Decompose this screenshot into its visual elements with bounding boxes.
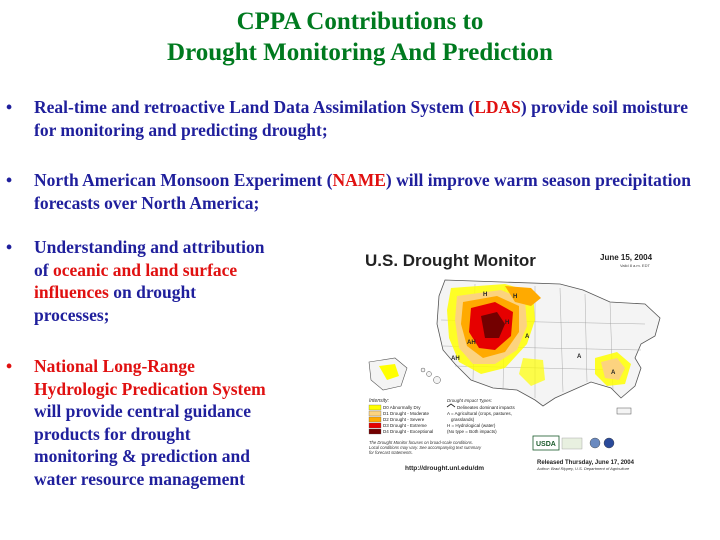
impact-labels: H H H AH A A A AH — [451, 292, 616, 376]
title-line-1: CPPA Contributions to — [236, 8, 484, 35]
svg-text:H: H — [483, 292, 487, 298]
title-line-2: Drought Monitoring And Prediction — [167, 39, 553, 66]
legend-impact-2: grasslands) — [451, 417, 475, 422]
bullet-attribution: • Understanding and attribution of ocean… — [6, 236, 334, 326]
svg-text:AH: AH — [467, 340, 476, 346]
usda-logo-text: USDA — [536, 441, 556, 448]
map-released: Released Thursday, June 17, 2004 — [537, 460, 635, 466]
legend-swatch-d3 — [368, 422, 382, 429]
highlight-hydrologic: Hydrologic Predication System — [34, 378, 266, 399]
legend-impact-1: A = Agricultural (crops, pastures, — [447, 411, 512, 416]
map-valid: Valid 8 a.m. EDT — [620, 263, 650, 268]
legend-swatch-d4 — [368, 428, 382, 435]
svg-text:A: A — [525, 334, 530, 340]
usda-logo — [532, 435, 560, 451]
drought-d4-core — [481, 312, 505, 338]
bullet-hydrologic-system: • National Long-Range Hydrologic Predica… — [6, 355, 334, 490]
bullet-glyph: • — [6, 97, 13, 117]
highlight-name: NAME — [332, 170, 386, 190]
map-date: June 15, 2004 — [600, 253, 653, 262]
bullet-name: • North American Monsoon Experiment (NAM… — [6, 169, 694, 214]
svg-text:A: A — [577, 354, 582, 360]
ndmc-logo — [561, 437, 583, 450]
bullet-line: products for drought — [34, 423, 191, 444]
highlight-ldas: LDAS — [474, 97, 521, 117]
bullet-ldas: • Real-time and retroactive Land Data As… — [6, 96, 694, 141]
map-note-2: Local conditions may vary. See accompany… — [369, 445, 482, 450]
bullet-text: Real-time and retroactive Land Data Assi… — [34, 97, 475, 117]
bullet-line: of oceanic and land surface — [34, 259, 334, 282]
highlight-ocean-land: oceanic and land surface — [52, 259, 238, 280]
map-notes: The Drought Monitor focuses on broad-sca… — [369, 440, 482, 455]
bullet-glyph: • — [6, 356, 13, 376]
slide-title: CPPA Contributions to Drought Monitoring… — [0, 6, 720, 68]
legend-impact-0: Delineates dominant impacts — [457, 405, 516, 410]
bullet-text: on drought — [108, 282, 197, 302]
bullet-text: North American Monsoon Experiment ( — [34, 170, 333, 190]
drought-map-graphic: U.S. Drought Monitor June 15, 2004 Valid… — [365, 251, 661, 472]
alaska-drought — [379, 364, 399, 380]
bullet-text: of — [34, 259, 53, 280]
bullet-text: ) provide soil moisture for monitoring a… — [34, 97, 688, 140]
bullet-line: processes; — [34, 304, 110, 325]
legend-impact: Drought Impact Types: Delineates dominan… — [446, 398, 516, 434]
legend-label-d2: D2 Drought - Severe — [383, 417, 425, 422]
svg-text:A: A — [611, 370, 616, 376]
bullet-glyph: • — [6, 170, 13, 190]
legend-label-d1: D1 Drought - Moderate — [383, 411, 430, 416]
drought-d0-texas — [519, 358, 545, 386]
map-url: http://drought.unl.edu/dm — [405, 465, 484, 472]
svg-text:H: H — [513, 294, 517, 300]
drought-monitor-map: U.S. Drought Monitor June 15, 2004 Valid… — [355, 240, 680, 485]
map-note-1: The Drought Monitor focuses on broad-sca… — [369, 440, 473, 445]
drought-d2-north — [505, 286, 541, 306]
legend-intensity-header: Intensity: — [369, 398, 390, 404]
svg-text:AH: AH — [451, 356, 460, 362]
bullet-text: ) will improve warm season precipitation… — [34, 170, 692, 213]
bullet-line: monitoring & prediction and — [34, 446, 251, 466]
legend-swatch-d0 — [368, 404, 382, 411]
legend-intensity: Intensity: D0 Abnormally Dry D1 Drought … — [368, 398, 433, 435]
legend-impact-4: (No type = Both impacts) — [447, 429, 497, 434]
bullet-line: Understanding and attribution — [34, 237, 265, 257]
legend-impact-3: H = Hydrological (water) — [447, 423, 496, 428]
legend-label-d4: D4 Drought - Exceptional — [383, 429, 433, 434]
agency-logos: USDA — [532, 435, 615, 451]
map-note-3: for forecast statements. — [369, 450, 413, 455]
legend-label-d3: D3 Drought - Extreme — [383, 423, 427, 428]
bullet-glyph: • — [6, 237, 13, 257]
map-title: U.S. Drought Monitor — [365, 251, 536, 270]
legend-swatch-d1 — [368, 410, 382, 417]
svg-text:H: H — [505, 320, 509, 326]
legend-impact-header: Drought Impact Types: — [447, 398, 493, 403]
impact-line-icon — [446, 403, 456, 408]
map-author: Author: Brad Rippey, U.S. Department of … — [536, 466, 630, 471]
legend-swatch-d2 — [368, 416, 382, 423]
bullet-line: influences on drought — [34, 281, 334, 304]
legend-label-d0: D0 Abnormally Dry — [383, 405, 421, 410]
highlight-influences: influences — [34, 282, 109, 302]
noaa-logo-icon — [603, 437, 615, 449]
doc-seal-icon — [589, 437, 601, 449]
bullet-line: water resource management — [34, 468, 245, 489]
bullet-line: will provide central guidance — [34, 401, 251, 421]
puerto-rico-inset — [616, 407, 632, 415]
hawaii-inset — [420, 367, 441, 384]
drought-d1-southeast — [601, 358, 625, 380]
highlight-national: National Long-Range — [34, 356, 195, 376]
